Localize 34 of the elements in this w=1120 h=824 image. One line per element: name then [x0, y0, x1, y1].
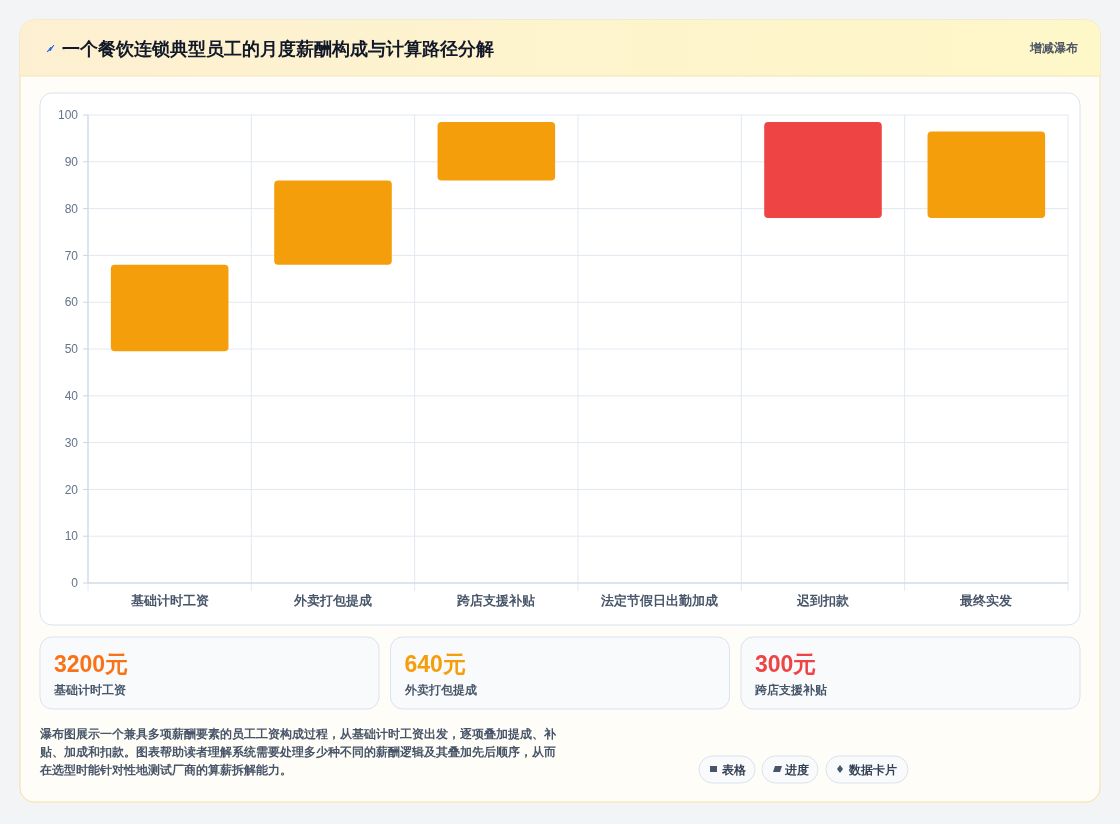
- text: 基础计时工资: [53, 683, 126, 696]
- text: 进度: [784, 763, 809, 776]
- x-tick-label: 基础计时工资: [129, 594, 209, 608]
- x-tick-label: 法定节假日出勤加成: [600, 593, 719, 608]
- text: 瀑布图展示一个兼具多项薪酬要素的员工工资构成过程，从基础计时工资出发，逐项叠加提成、补贴、加成和扣款。图表帮助读者理解系统需要处理多少种不同的薪酬逻辑及其叠加先后顺序，从而在选型时能针对性地测试厂商的算薪拆解能力。: [39, 727, 557, 777]
- bar: [274, 180, 392, 265]
- chart-title: 一个餐饮连锁典型员工的月度薪酬构成与计算路径分解: [62, 39, 494, 59]
- y-tick-label: 80: [64, 201, 79, 216]
- y-tick-label: 90: [64, 155, 79, 169]
- x-tick-label: 迟到扣款: [796, 593, 850, 608]
- text: 表格: [721, 763, 747, 776]
- y-tick-label: 70: [64, 248, 79, 263]
- bar: [927, 131, 1046, 218]
- x-tick-label: 最终实发: [959, 593, 1013, 608]
- bar: [437, 122, 556, 181]
- text: 640元: [404, 651, 466, 677]
- y-tick-label: 0: [71, 576, 79, 591]
- text: 数据卡片: [848, 763, 897, 777]
- y-tick-label: 10: [64, 529, 79, 544]
- text: 外卖打包提成: [403, 683, 477, 697]
- y-tick-label: 100: [57, 108, 79, 123]
- y-tick-label: 40: [64, 389, 79, 403]
- text: 3200元: [54, 651, 129, 677]
- x-tick-label: 外卖打包提成: [293, 594, 372, 608]
- x-tick-label: 跨店支援补贴: [456, 593, 536, 608]
- y-tick-label: 60: [64, 295, 79, 310]
- y-tick-label: 20: [64, 482, 79, 497]
- y-tick-label: 50: [64, 342, 79, 357]
- bar: [110, 264, 229, 352]
- y-tick-label: 30: [64, 435, 79, 450]
- bar: [764, 122, 882, 218]
- chart-subtitle: 增减瀑布: [1029, 41, 1078, 55]
- text: 跨店支援补贴: [754, 683, 827, 696]
- text: 300元: [755, 651, 817, 677]
